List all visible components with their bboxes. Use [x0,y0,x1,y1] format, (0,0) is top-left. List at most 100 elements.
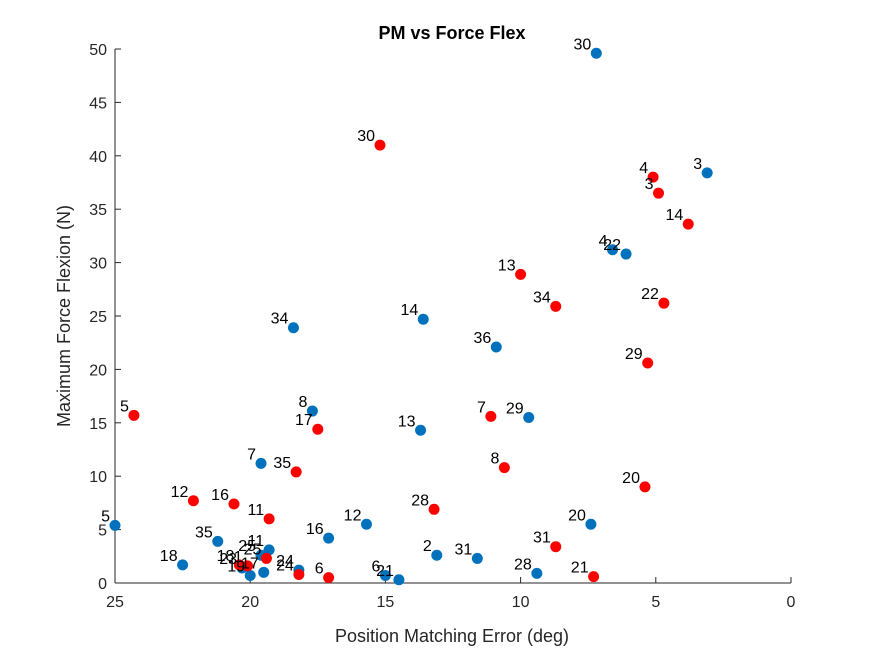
data-point-label: 34 [533,289,551,306]
data-point-label: 13 [498,257,516,274]
data-point-label: 29 [625,346,643,363]
data-point [323,572,335,584]
data-point-label: 7 [247,446,256,463]
data-point-label: 16 [211,487,229,504]
data-point [515,268,527,280]
data-point-label: 30 [357,128,375,145]
data-point-label: 12 [344,507,362,524]
data-points [109,47,713,586]
y-tick-label: 40 [89,149,107,166]
data-point [620,248,632,260]
x-tick-label: 10 [512,594,530,611]
data-point [588,571,600,583]
data-point-label: 19 [227,559,245,576]
data-point [550,541,562,553]
data-point [258,566,270,578]
data-point [244,570,256,582]
y-tick-label: 10 [89,469,107,486]
data-point [639,481,651,493]
data-point-label: 14 [400,302,418,319]
data-point-label: 4 [639,160,648,177]
data-point-label: 3 [693,156,702,173]
data-point-label: 21 [376,563,394,580]
x-tick-label: 25 [106,594,124,611]
data-point [287,322,299,334]
data-point [212,535,224,547]
data-point-label: 8 [490,451,499,468]
data-point [241,560,253,572]
data-point-label: 5 [101,508,110,525]
y-tick-label: 5 [98,523,107,540]
data-point-label: 20 [622,470,640,487]
x-axis-label: Position Matching Error (deg) [335,626,569,646]
y-tick-label: 45 [89,95,107,112]
data-point [428,503,440,515]
data-point [306,405,318,417]
data-point-label: 31 [455,541,473,558]
data-point-label: 35 [195,524,213,541]
y-tick-label: 50 [89,42,107,59]
data-point [701,167,713,179]
data-point [312,423,324,435]
data-point [255,457,267,469]
chart-title: PM vs Force Flex [378,23,525,43]
data-point-label: 34 [271,311,289,328]
data-point [263,544,275,556]
data-point-label: 4 [599,233,608,250]
data-point [187,495,199,507]
data-point-label: 24 [276,553,294,570]
data-point-label: 5 [120,398,129,415]
data-point [360,518,372,530]
data-point-label: 23 [219,551,237,568]
x-tick-label: 5 [651,594,660,611]
data-point-label: 2 [423,538,432,555]
data-point [293,568,305,580]
data-point-label: 18 [160,548,178,565]
data-point [417,313,429,325]
data-point [490,341,502,353]
data-point-label: 20 [568,507,586,524]
data-point-label: 8 [298,394,307,411]
data-point-label: 18 [217,548,235,565]
data-point-label: 1 [234,549,243,566]
x-tick-label: 20 [241,594,259,611]
y-axis-label: Maximum Force Flexion (N) [54,205,74,427]
data-point-label: 28 [411,492,429,509]
data-point-label: 22 [603,237,621,254]
data-point [323,532,335,544]
data-point [585,518,597,530]
x-tick-label: 15 [377,594,395,611]
data-point [642,357,654,369]
data-point-label: 17 [241,555,259,572]
x-tick-label: 0 [787,594,796,611]
data-point [523,411,535,423]
data-point [653,187,665,199]
data-point [431,549,443,561]
data-point [607,244,619,256]
data-point-label: 25 [244,541,262,558]
y-tick-label: 20 [89,362,107,379]
data-point [263,513,275,525]
y-tick-label: 25 [89,309,107,326]
data-point-label: 11 [248,533,265,550]
data-point [498,462,510,474]
data-point-label: 6 [371,559,380,576]
data-point [590,47,602,59]
data-point-label: 21 [571,560,589,577]
data-point [393,574,405,586]
data-point [177,559,189,571]
data-point-label: 28 [514,556,532,573]
data-point-label: 17 [295,412,313,429]
data-point [415,424,427,436]
data-point-label: 6 [315,561,324,578]
data-point [471,552,483,564]
y-tick-label: 15 [89,416,107,433]
data-point [682,218,694,230]
data-point-label: 36 [473,330,491,347]
data-point-label: 3 [645,176,654,193]
data-point-label: 12 [171,484,189,501]
data-point-label: 11 [248,502,265,519]
